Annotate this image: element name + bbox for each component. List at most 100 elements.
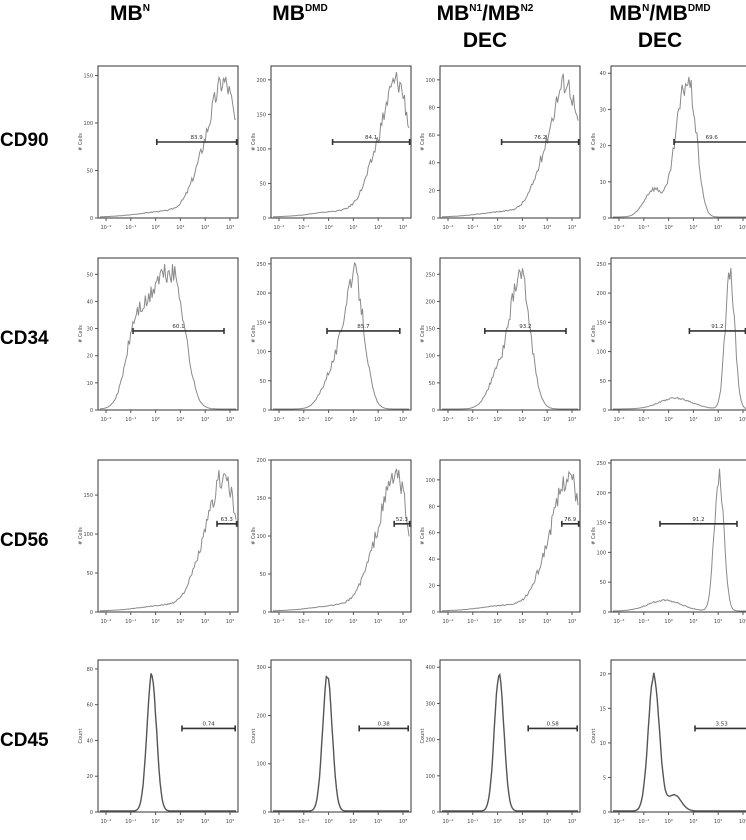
y-tick-label: 250 [256,262,266,268]
y-tick-label: 150 [425,327,435,333]
x-tick-label: 10¹ [689,819,697,825]
y-tick-label: 60 [429,133,435,139]
y-tick-label: 0 [90,216,93,222]
histogram-curve [613,267,746,410]
y-tick-label: 20 [87,354,93,360]
histogram-curve [100,673,236,812]
x-tick-label: 10³ [568,225,576,231]
x-tick-label: 10⁻¹ [125,225,136,231]
y-tick-label: 0 [432,216,435,222]
y-tick-label: 50 [260,572,266,578]
y-axis-label: Count [591,729,597,744]
y-tick-label: 50 [260,379,266,385]
x-tick-label: 10⁻² [100,619,111,625]
x-tick-label: 10⁻² [442,819,453,825]
y-tick-label: 50 [260,181,266,187]
x-tick-label: 10² [543,619,551,625]
x-tick-label: 10² [374,619,382,625]
x-tick-label: 10⁻¹ [467,819,478,825]
x-tick-label: 10⁰ [324,225,332,231]
y-tick-label: 0 [263,216,266,222]
y-tick-label: 150 [83,74,93,80]
gate-percentage: 76.9 [564,517,577,523]
gate-percentage: 93.2 [519,324,531,330]
x-tick-label: 10¹ [518,225,526,231]
y-tick-label: 50 [600,580,606,586]
x-tick-label: 10² [201,819,209,825]
x-tick-label: 10¹ [518,819,526,825]
x-tick-label: 10⁻² [100,225,111,231]
y-axis-label: Count [78,729,84,744]
gate-percentage: 60.1 [172,324,184,330]
y-tick-label: 50 [87,169,93,175]
histogram-curve [442,73,579,218]
x-tick-label: 10³ [739,619,746,625]
x-tick-label: 10¹ [176,225,184,231]
y-tick-label: 200 [256,291,266,297]
x-tick-label: 10² [374,225,382,231]
y-tick-label: 100 [256,534,266,540]
y-tick-label: 250 [596,262,606,268]
x-tick-label: 10⁰ [664,819,672,825]
x-tick-label: 10³ [568,417,576,423]
x-tick-label: 10⁻¹ [125,619,136,625]
x-tick-label: 10⁻² [273,225,284,231]
gate-percentage: 0.74 [202,721,215,727]
plot-frame [610,65,746,219]
x-tick-label: 10³ [399,417,407,423]
x-tick-label: 10⁻¹ [467,225,478,231]
x-tick-label: 10⁰ [324,819,332,825]
y-tick-label: 15 [600,706,606,712]
y-tick-label: 100 [596,350,606,356]
x-tick-label: 10⁻¹ [467,417,478,423]
histogram-panel-cd90-3: # Cells 0 20 40 60 80 100 10⁻² 10⁻¹ 10⁰ 10¹ 10² 10³ 7… [420,65,581,231]
y-tick-label: 0 [90,810,93,816]
x-tick-label: 10⁻² [613,417,624,423]
x-tick-label: 10¹ [176,619,184,625]
y-tick-label: 40 [429,161,435,167]
gate-percentage: 3.53 [715,721,728,727]
x-tick-label: 10⁻¹ [638,225,649,231]
x-tick-label: 10² [714,417,722,423]
x-tick-label: 10⁻² [613,225,624,231]
y-tick-label: 20 [429,188,435,194]
plot-frame [610,659,746,813]
x-tick-label: 10⁻¹ [638,619,649,625]
column-header-4: MBN/MBDMD DEC [609,2,711,52]
x-tick-label: 10¹ [689,225,697,231]
y-axis-label: # Cells [591,133,597,151]
histogram-curve [273,468,410,612]
plot-frame [439,65,581,219]
y-axis-label: # Cells [420,325,426,343]
x-tick-label: 10¹ [518,417,526,423]
y-tick-label: 0 [603,810,606,816]
y-axis-label: # Cells [591,527,597,545]
histogram-panel-cd45-2: Count 0 100 200 300 10⁻² 10⁻¹ 10⁰ 10¹ 10² 10³ 0.38 [251,659,412,825]
x-tick-label: 10² [543,819,551,825]
y-tick-label: 250 [425,272,435,278]
x-tick-label: 10³ [568,819,576,825]
y-axis-label: # Cells [591,325,597,343]
x-tick-label: 10⁻² [442,619,453,625]
x-tick-label: 10⁰ [151,819,159,825]
plot-frame [270,659,412,813]
x-tick-label: 10¹ [176,417,184,423]
x-tick-label: 10² [201,417,209,423]
gate-percentage: 83.9 [191,135,204,141]
x-tick-label: 10³ [226,417,234,423]
x-tick-label: 10⁰ [324,619,332,625]
x-tick-label: 10² [714,619,722,625]
x-tick-label: 10⁰ [324,417,332,423]
column-header-3: MBN1/MBN2 DEC [436,2,534,52]
y-tick-label: 100 [256,147,266,153]
x-tick-label: 10⁻² [273,417,284,423]
x-tick-label: 10⁰ [493,619,501,625]
histogram-curve [99,263,236,410]
histogram-curve [442,268,578,410]
y-axis-label: Count [420,729,426,744]
row-label-cd45: CD45 [0,730,49,751]
y-tick-label: 100 [425,354,435,360]
x-tick-label: 10⁰ [493,225,501,231]
y-tick-label: 80 [429,105,435,111]
y-tick-label: 30 [87,327,93,333]
